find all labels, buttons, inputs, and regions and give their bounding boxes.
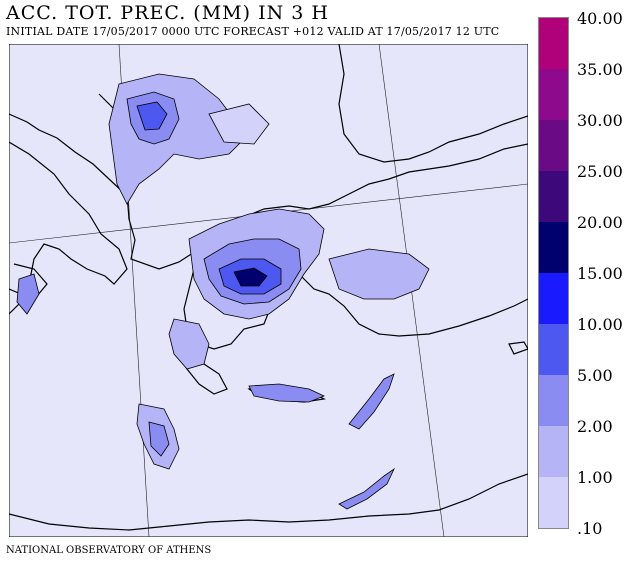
coastline-cyprus [508,341,528,355]
legend-label: 10.00 [577,315,623,334]
precip-area-libyan-sea [338,467,395,510]
coastline-italy [9,141,128,315]
legend-label: 1.00 [577,468,613,487]
legend-swatch-25 [539,171,568,222]
legend-label: 40.00 [577,9,623,28]
map-title: ACC. TOT. PREC. (MM) IN 3 H [6,2,329,24]
legend-swatch-1 [539,477,568,528]
precip-area-anatolia [328,248,430,300]
precip-area-black-sea-shore [208,103,270,145]
coastline-italy-heel [9,113,126,195]
forecast-info: INITIAL DATE 17/05/2017 0000 UTC FORECAS… [6,25,500,38]
precipitation-shading [16,73,430,510]
coastline-black-sea [338,44,528,163]
coastline-turkey [298,273,528,337]
legend-label: 20.00 [577,213,623,232]
legend-swatch-30 [539,120,568,171]
precip-area-italy-heel [16,273,40,315]
precip-area-north-greece-peak [233,267,268,287]
precip-area-sicily-core [148,421,170,457]
precip-area-ionian [168,318,210,370]
legend-swatch-15 [539,273,568,324]
precipitation-legend [538,17,569,529]
legend-label: 30.00 [577,111,623,130]
legend-label: 15.00 [577,264,623,283]
legend-label: 5.00 [577,366,613,385]
coastline-peloponnese [178,343,228,395]
legend-swatch-10 [539,324,568,375]
coastline-africa [9,473,528,531]
precip-area-east-med [348,373,395,430]
legend-swatch-40 [539,18,568,69]
precip-area-crete [248,383,326,403]
legend-swatch-5 [539,375,568,426]
legend-swatch-2 [539,426,568,477]
legend-label: .10 [577,519,603,538]
legend-label: 35.00 [577,60,623,79]
precip-area-adriatic-peak [136,101,168,131]
legend-label: 25.00 [577,162,623,181]
legend-label: 2.00 [577,417,613,436]
legend-swatch-35 [539,69,568,120]
forecast-map [9,44,528,537]
footer-credit: NATIONAL OBSERVATORY OF ATHENS [6,545,212,556]
legend-swatch-20 [539,222,568,273]
